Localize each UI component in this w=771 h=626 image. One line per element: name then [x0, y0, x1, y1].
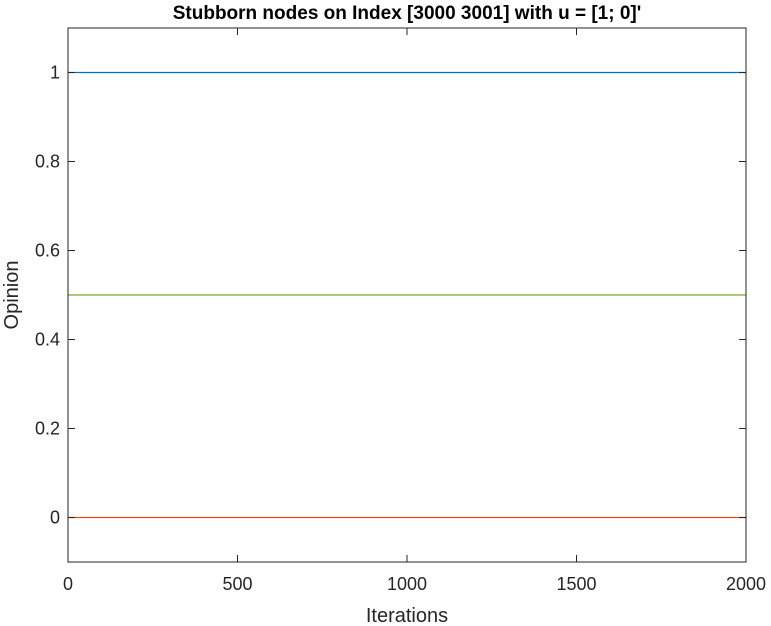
- y-axis-label: Opinion: [1, 261, 23, 330]
- y-tick-label: 0: [50, 508, 60, 528]
- y-tick-label: 1: [50, 63, 60, 83]
- y-tick-label: 0.4: [35, 330, 60, 350]
- y-tick-label: 0.8: [35, 152, 60, 172]
- x-axis-label: Iterations: [366, 605, 448, 626]
- series-layer: [68, 71, 746, 519]
- x-tick-label: 2000: [726, 574, 766, 594]
- x-tick-label: 0: [63, 574, 73, 594]
- x-tick-label: 1500: [556, 574, 596, 594]
- chart-title: Stubborn nodes on Index [3000 3001] with…: [173, 3, 642, 24]
- y-axis-ticks: 0 0.2 0.4 0.6 0.8 1: [35, 63, 746, 528]
- x-tick-label: 1000: [387, 574, 427, 594]
- x-axis-ticks: 0 500 1000 1500 2000: [63, 28, 766, 594]
- y-tick-label: 0.6: [35, 241, 60, 261]
- x-tick-label: 500: [222, 574, 252, 594]
- y-tick-label: 0.2: [35, 419, 60, 439]
